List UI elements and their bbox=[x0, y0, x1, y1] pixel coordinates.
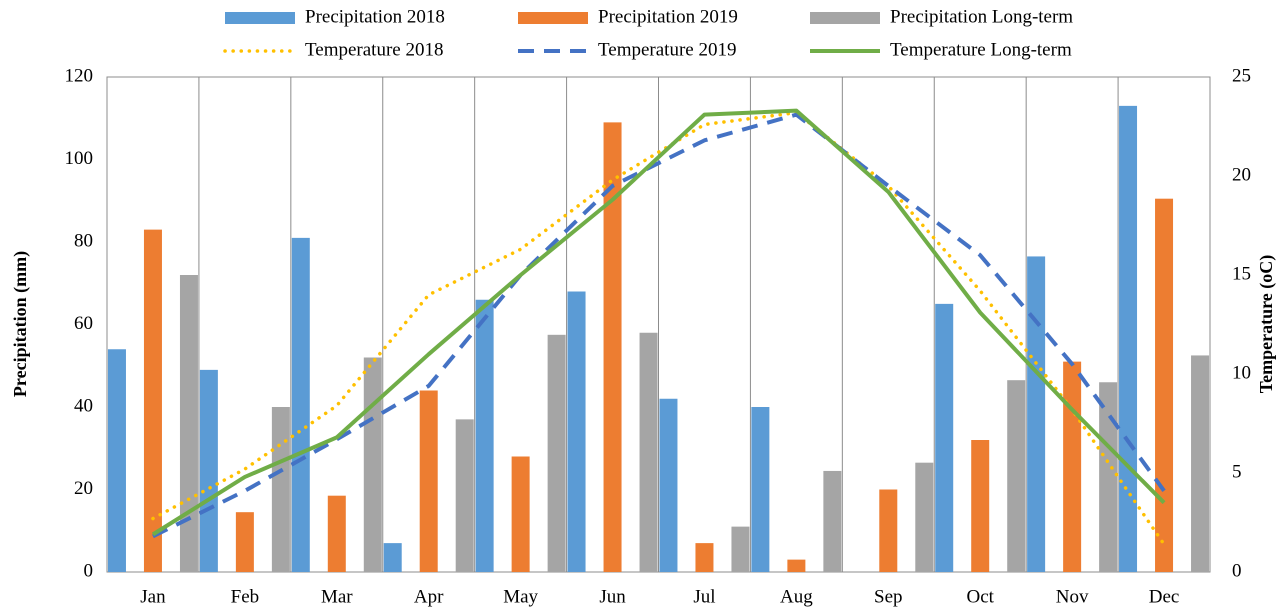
bar bbox=[751, 407, 770, 572]
bar bbox=[199, 369, 218, 572]
bar bbox=[1119, 105, 1138, 572]
bar bbox=[1099, 382, 1118, 572]
y2-tick-label: 20 bbox=[1232, 164, 1251, 185]
legend-label: Temperature Long-term bbox=[890, 39, 1072, 60]
bar bbox=[327, 495, 346, 572]
x-tick-label: Jun bbox=[599, 586, 626, 607]
bar bbox=[1191, 355, 1210, 572]
y-tick-label: 120 bbox=[65, 65, 94, 86]
bar bbox=[363, 357, 382, 572]
bar bbox=[107, 349, 126, 572]
bar bbox=[511, 456, 530, 572]
y2-tick-label: 5 bbox=[1232, 461, 1242, 482]
x-tick-label: Dec bbox=[1149, 586, 1180, 607]
bar bbox=[475, 299, 494, 572]
legend-label: Temperature 2019 bbox=[598, 39, 736, 60]
y-tick-label: 60 bbox=[74, 313, 93, 334]
legend-label: Precipitation 2019 bbox=[598, 6, 738, 27]
y2-tick-label: 0 bbox=[1232, 560, 1242, 581]
bar bbox=[695, 543, 714, 572]
y-tick-label: 0 bbox=[84, 560, 94, 581]
bar bbox=[143, 229, 162, 572]
x-tick-label: Sep bbox=[874, 586, 903, 607]
legend-label: Precipitation 2018 bbox=[305, 6, 445, 27]
x-tick-label: Jul bbox=[693, 586, 715, 607]
legend-swatch bbox=[810, 12, 880, 24]
bar bbox=[235, 512, 254, 572]
y2-tick-label: 10 bbox=[1232, 362, 1251, 383]
bar bbox=[179, 275, 198, 572]
line-series bbox=[151, 108, 1166, 537]
bar bbox=[547, 334, 566, 572]
legend-swatch bbox=[518, 12, 588, 24]
bar bbox=[603, 122, 622, 572]
bar bbox=[1063, 361, 1082, 572]
x-tick-label: Jan bbox=[140, 586, 166, 607]
bar bbox=[659, 398, 678, 572]
y-tick-label: 40 bbox=[74, 395, 93, 416]
line-series bbox=[152, 112, 1166, 539]
bar bbox=[1007, 380, 1026, 572]
bar bbox=[935, 303, 954, 572]
bar bbox=[823, 470, 842, 572]
bar bbox=[879, 489, 898, 572]
y-tick-label: 80 bbox=[74, 230, 93, 251]
bar bbox=[971, 440, 990, 572]
bar bbox=[915, 462, 934, 572]
y-tick-label: 20 bbox=[74, 478, 93, 499]
y2-axis-title: Temperature (oC) bbox=[1256, 255, 1277, 393]
bar bbox=[383, 543, 402, 572]
x-tick-label: Aug bbox=[780, 586, 813, 607]
y2-tick-label: 25 bbox=[1232, 65, 1251, 86]
bar bbox=[731, 526, 750, 572]
legend-swatch bbox=[225, 12, 295, 24]
bar bbox=[419, 390, 438, 572]
y-axis-title: Precipitation (mm) bbox=[10, 251, 31, 397]
bar bbox=[1155, 198, 1174, 572]
bar bbox=[271, 407, 290, 572]
legend-label: Precipitation Long-term bbox=[890, 6, 1073, 27]
x-tick-label: May bbox=[503, 586, 538, 607]
x-tick-label: Feb bbox=[231, 586, 260, 607]
y2-tick-label: 15 bbox=[1232, 263, 1251, 284]
bar bbox=[567, 291, 586, 572]
bar bbox=[455, 419, 474, 572]
bar bbox=[291, 237, 310, 572]
bar bbox=[639, 332, 658, 572]
line-series bbox=[151, 110, 1166, 547]
x-tick-label: Nov bbox=[1056, 586, 1089, 607]
bar bbox=[1027, 256, 1046, 572]
bar bbox=[787, 559, 806, 572]
x-tick-label: Mar bbox=[321, 586, 353, 607]
y-tick-label: 100 bbox=[65, 148, 94, 169]
x-tick-label: Apr bbox=[414, 586, 444, 607]
x-tick-label: Oct bbox=[966, 586, 994, 607]
legend-label: Temperature 2018 bbox=[305, 39, 443, 60]
